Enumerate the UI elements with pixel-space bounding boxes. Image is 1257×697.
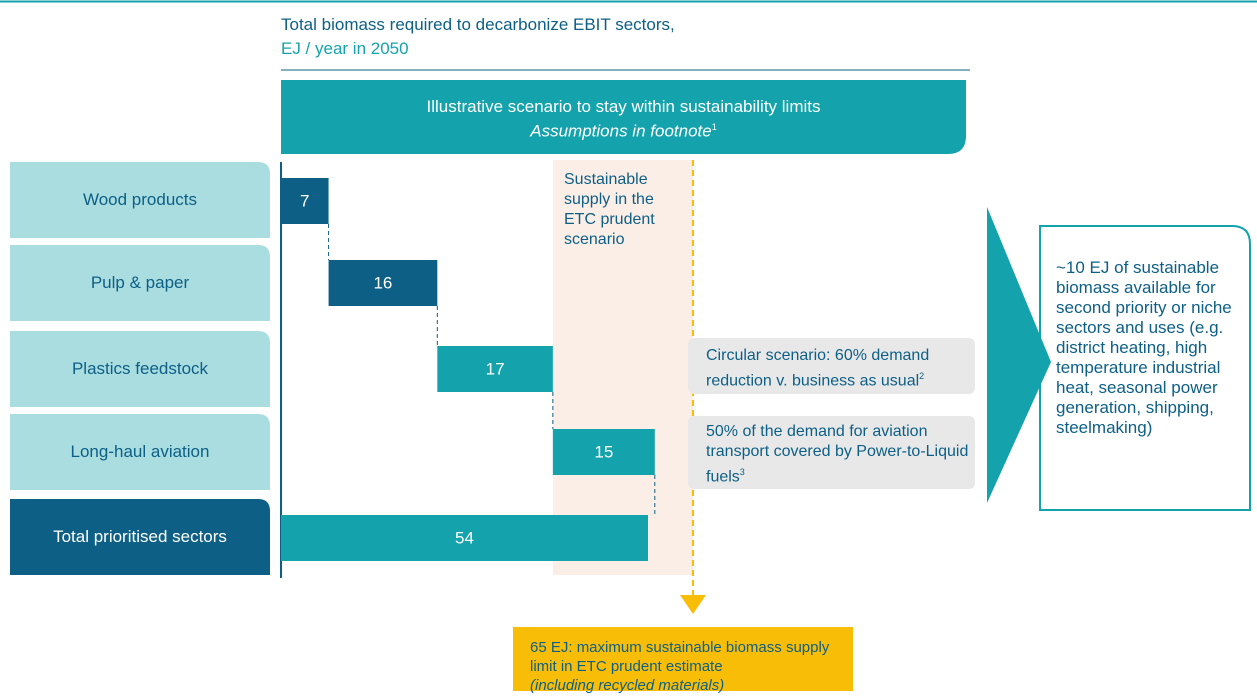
footnote-ref: 3 (739, 467, 745, 477)
title: Total biomass required to decarbonize EB… (281, 15, 675, 34)
banner-title: Illustrative scenario to stay within sus… (426, 97, 821, 116)
category-label: Plastics feedstock (71, 359, 209, 378)
footnote-ref: 2 (919, 371, 925, 381)
note-box (688, 416, 975, 489)
total-bar (281, 515, 648, 561)
category-box (10, 499, 270, 575)
footnote-ref: 1 (711, 122, 717, 132)
note-text: Circular scenario: 60% demand reduction … (706, 347, 930, 390)
value-label: 54 (455, 528, 474, 547)
value-label: 17 (486, 359, 505, 378)
category-label: Pulp & paper (90, 273, 190, 292)
supply-band (553, 160, 693, 575)
category-label: Wood products (82, 190, 198, 209)
limit-box (513, 627, 853, 691)
category-box (10, 162, 270, 238)
note-text: 50% of the demand for aviation transport… (706, 423, 969, 486)
value-label: 16 (373, 273, 392, 292)
banner-note: Assumptions in footnote (530, 121, 712, 141)
subtitle: EJ / year in 2050 (281, 39, 409, 58)
banner-text: Illustrative scenario to stay within sus… (281, 96, 966, 142)
note: 50% of the demand for aviation transport… (706, 422, 971, 487)
limit-label: 65 EJ: maximum sustainable biomass suppl… (530, 638, 850, 695)
note-box (688, 338, 975, 394)
category-box (10, 414, 270, 490)
limit-note: (including recycled materials) (530, 677, 725, 694)
bar (328, 260, 438, 306)
value-label: 7 (300, 191, 309, 210)
limit-arrow (680, 595, 706, 614)
note: Circular scenario: 60% demand reduction … (706, 346, 971, 391)
category-label: Long-haul aviation (70, 442, 210, 461)
banner (281, 80, 966, 154)
limit-text: 65 EJ: maximum sustainable biomass suppl… (530, 639, 830, 675)
bar (281, 178, 329, 224)
category-box (10, 245, 270, 321)
category-label: Total prioritised sectors (53, 527, 227, 546)
bar (437, 346, 553, 392)
category-box (10, 331, 270, 407)
band-label: Sustainable supply in the ETC prudent sc… (564, 171, 655, 248)
value-label: 15 (594, 442, 613, 461)
chevron (987, 207, 1051, 503)
conclusion: ~10 EJ of sustainable biomass available … (1056, 258, 1232, 437)
conclusion-box (1039, 225, 1251, 511)
bar (552, 429, 655, 475)
